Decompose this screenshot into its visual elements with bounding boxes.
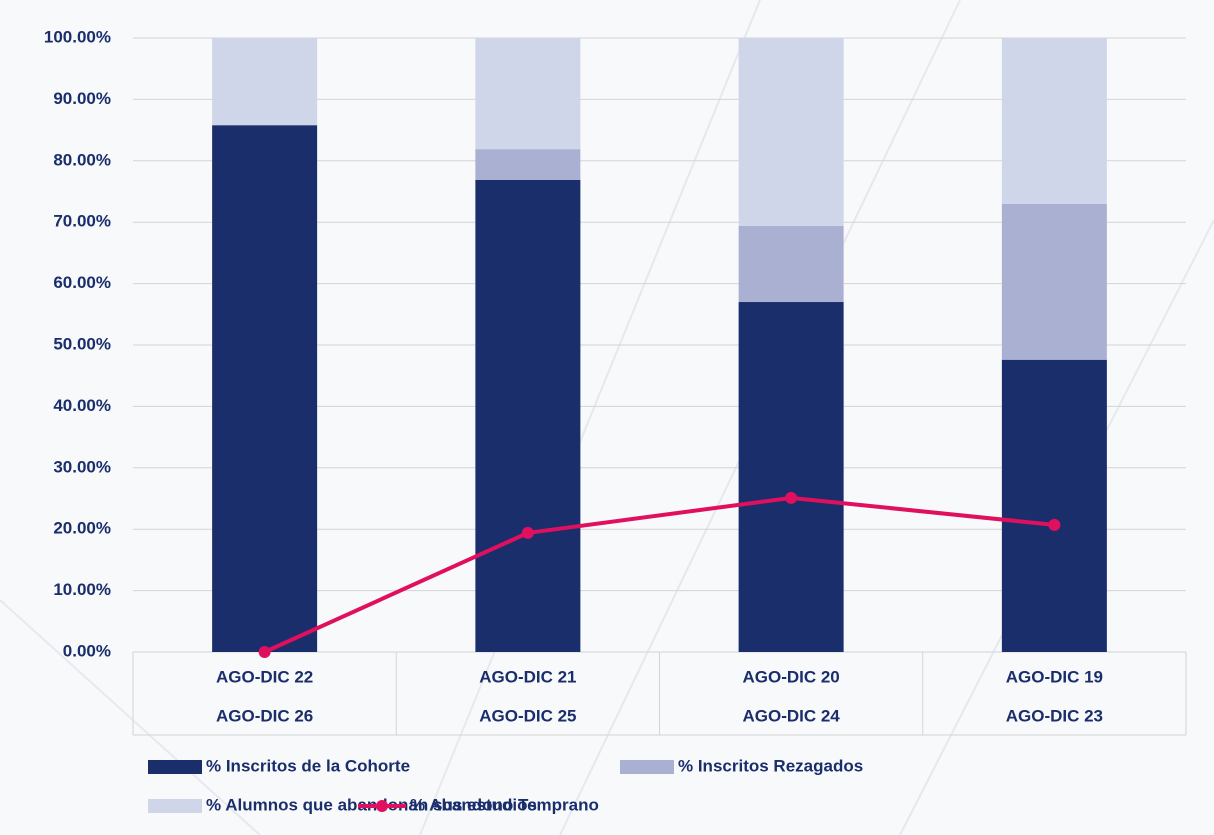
bar-segment [475,179,581,653]
legend-label: % Abandono Temprano [410,795,599,814]
line-marker [785,491,798,504]
legend-marker [376,800,388,812]
bar-segment [1001,38,1107,204]
y-tick-label: 40.00% [53,396,111,415]
bar-segment [738,38,844,226]
y-tick-label: 90.00% [53,89,111,108]
x-tick-label: AGO-DIC 21 [479,667,576,686]
legend-swatch [620,760,674,774]
bar-segment [738,225,844,303]
y-tick-label: 100.00% [44,27,111,46]
y-tick-label: 50.00% [53,334,111,353]
x-tick-label: AGO-DIC 25 [479,706,576,725]
legend-swatch [148,799,202,813]
y-tick-label: 20.00% [53,519,111,538]
x-tick-label: AGO-DIC 20 [742,667,839,686]
legend-label: % Inscritos Rezagados [678,756,863,775]
line-marker [521,526,534,539]
bar-segment [475,38,581,150]
x-tick-label: AGO-DIC 26 [216,706,313,725]
x-tick-label: AGO-DIC 19 [1006,667,1103,686]
legend-label: % Inscritos de la Cohorte [206,756,410,775]
bar-segment [738,302,844,652]
legend-swatch [148,760,202,774]
line-marker [1048,518,1061,531]
y-tick-label: 30.00% [53,457,111,476]
bar-segment [212,38,318,126]
bar-segment [475,149,581,180]
bar-segment [1001,203,1107,360]
line-marker [258,646,271,658]
x-tick-label: AGO-DIC 22 [216,667,313,686]
bar-segment [212,125,318,653]
line-series [263,495,1055,654]
y-tick-label: 0.00% [63,641,111,660]
y-tick-label: 70.00% [53,212,111,231]
bar-segment [1001,359,1107,652]
y-tick-label: 10.00% [53,580,111,599]
x-tick-label: AGO-DIC 23 [1006,706,1103,725]
y-tick-label: 80.00% [53,150,111,169]
x-tick-label: AGO-DIC 24 [742,706,840,725]
y-tick-label: 60.00% [53,273,111,292]
